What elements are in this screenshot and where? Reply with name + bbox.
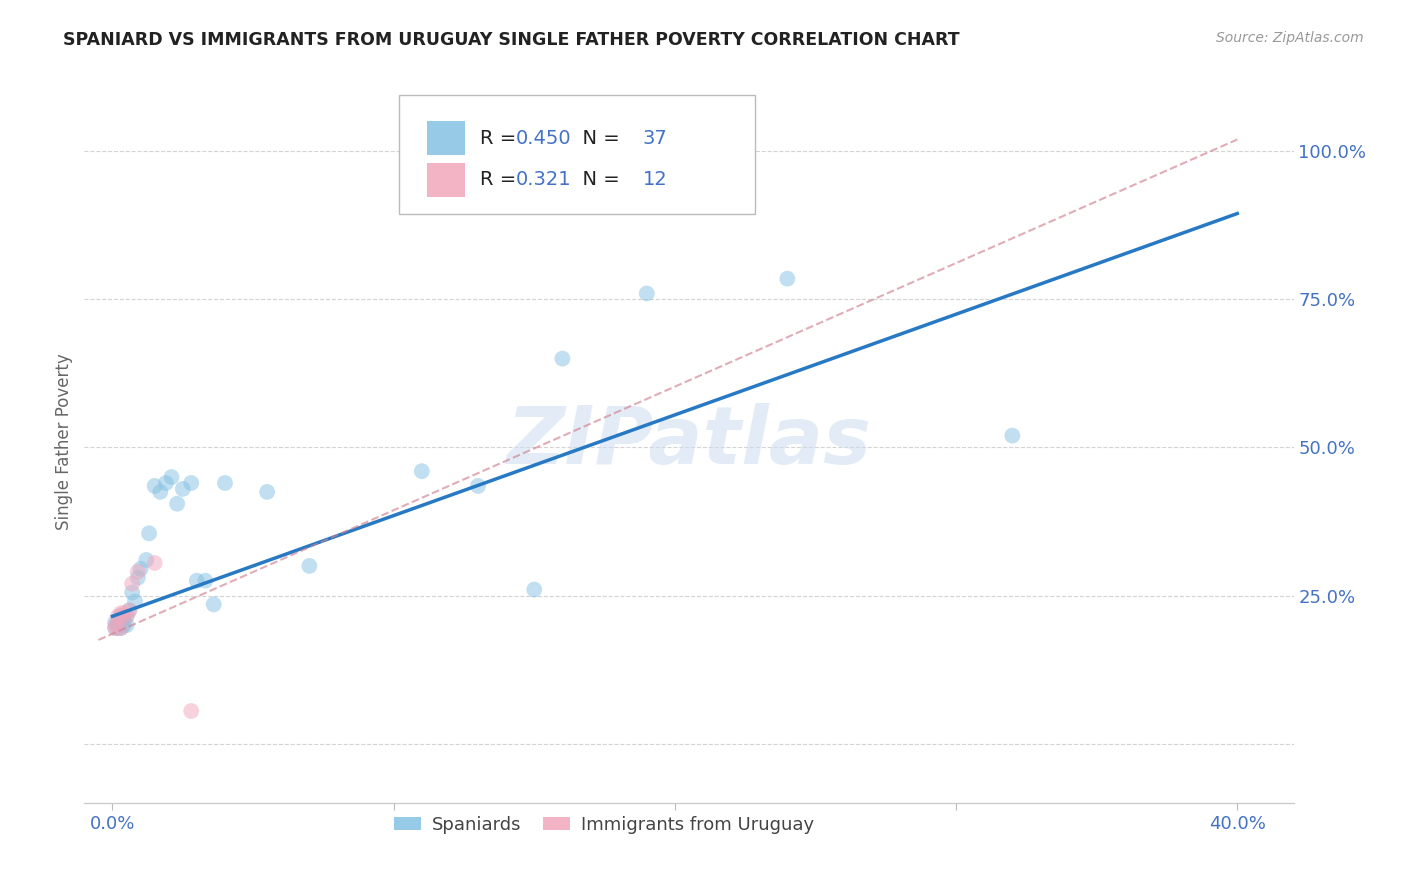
Point (166, 497, 188, 511)
Text: 37: 37 (643, 128, 668, 147)
Point (135, 553, 157, 567)
Point (202, 598, 225, 612)
Point (121, 576, 143, 591)
Point (180, 475, 202, 490)
Point (121, 585, 143, 599)
Text: N =: N = (571, 170, 627, 189)
Point (107, 621, 129, 635)
Text: R =: R = (479, 128, 522, 147)
Point (194, 574, 217, 588)
Y-axis label: Single Father Poverty: Single Father Poverty (55, 353, 73, 530)
Point (110, 607, 132, 621)
Point (155, 475, 177, 490)
Text: 0.321: 0.321 (516, 170, 572, 189)
Point (104, 618, 127, 632)
Point (138, 526, 160, 541)
Point (776, 271, 799, 285)
Point (115, 618, 138, 632)
Point (112, 612, 135, 626)
Text: R =: R = (479, 170, 529, 189)
FancyBboxPatch shape (426, 120, 465, 155)
Point (110, 621, 132, 635)
Point (214, 475, 236, 490)
Point (118, 603, 141, 617)
Point (149, 484, 172, 499)
FancyBboxPatch shape (399, 95, 755, 214)
Text: ZIPatlas: ZIPatlas (506, 402, 872, 481)
Point (110, 621, 132, 635)
Legend: Spaniards, Immigrants from Uruguay: Spaniards, Immigrants from Uruguay (387, 808, 821, 841)
Text: Source: ZipAtlas.com: Source: ZipAtlas.com (1216, 31, 1364, 45)
Point (551, 351, 574, 366)
Point (115, 609, 138, 624)
Point (411, 464, 433, 478)
Point (107, 615, 129, 630)
Point (467, 479, 489, 493)
Point (143, 556, 166, 570)
Text: N =: N = (571, 128, 627, 147)
Text: 12: 12 (643, 170, 668, 189)
Point (112, 607, 135, 621)
Point (127, 565, 149, 579)
Point (112, 618, 135, 632)
Point (143, 479, 166, 493)
Point (115, 609, 138, 624)
Point (104, 615, 127, 630)
Point (636, 286, 658, 301)
Point (1001, 428, 1024, 442)
Point (118, 603, 141, 617)
FancyBboxPatch shape (426, 162, 465, 197)
Point (129, 562, 152, 576)
Point (298, 558, 321, 573)
Point (172, 482, 194, 496)
Text: SPANIARD VS IMMIGRANTS FROM URUGUAY SINGLE FATHER POVERTY CORRELATION CHART: SPANIARD VS IMMIGRANTS FROM URUGUAY SING… (63, 31, 960, 49)
Point (127, 571, 149, 585)
Point (186, 574, 208, 588)
Point (180, 704, 202, 718)
Point (523, 582, 546, 597)
Point (110, 609, 132, 624)
Text: 0.450: 0.450 (516, 128, 572, 147)
Point (104, 621, 127, 635)
Point (104, 621, 127, 635)
Point (124, 594, 146, 608)
Point (256, 484, 278, 499)
Point (160, 470, 183, 484)
Point (107, 609, 129, 624)
